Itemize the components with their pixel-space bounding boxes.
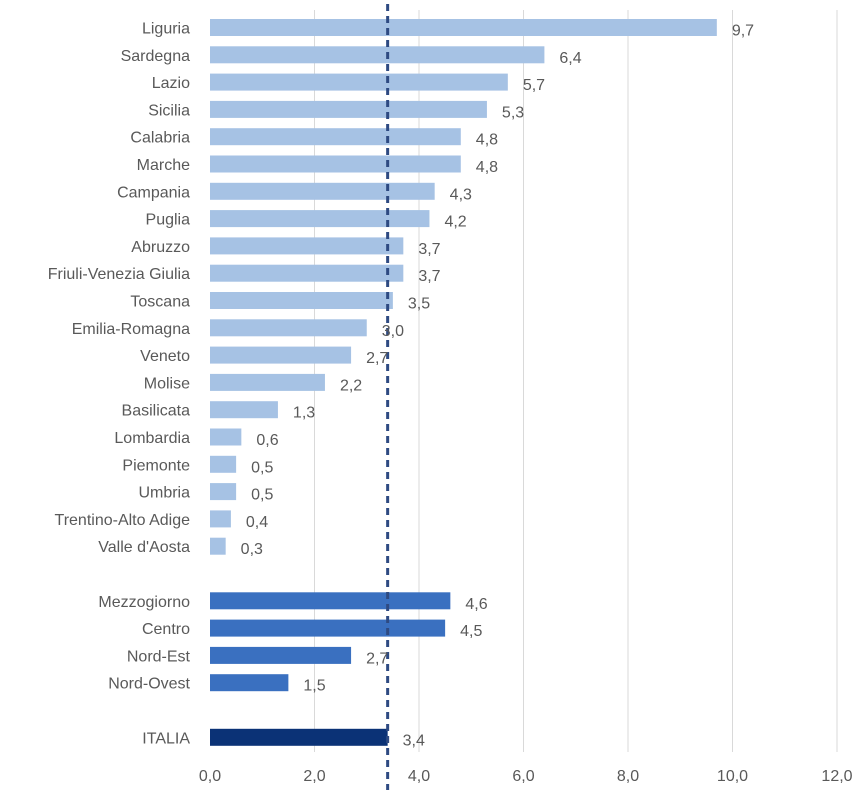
category-label: Calabria — [130, 130, 190, 147]
value-label: 4,3 — [450, 186, 472, 203]
value-label: 2,7 — [366, 650, 388, 667]
bar — [210, 646, 352, 664]
category-label: Centro — [142, 621, 190, 638]
category-label: Sicilia — [148, 102, 190, 119]
category-label: Lazio — [152, 75, 190, 92]
category-label: Sardegna — [121, 48, 190, 65]
value-label: 0,3 — [241, 541, 263, 558]
value-label: 6,4 — [559, 50, 581, 67]
bar — [210, 537, 226, 555]
bar — [210, 100, 487, 118]
value-label: 5,7 — [523, 77, 545, 94]
category-label: Valle d'Aosta — [98, 539, 190, 556]
category-label: Marche — [137, 157, 190, 174]
bar — [210, 319, 367, 337]
bar — [210, 73, 508, 91]
category-label: Piemonte — [122, 457, 190, 474]
category-label: Emilia-Romagna — [72, 321, 190, 338]
bar — [210, 401, 278, 419]
category-label: Lombardia — [114, 430, 190, 447]
category-label: Nord-Ovest — [108, 676, 190, 693]
bar — [210, 455, 237, 473]
value-label: 0,5 — [251, 459, 273, 476]
value-label: 2,2 — [340, 377, 362, 394]
category-label: Nord-Est — [127, 648, 191, 665]
value-label: 1,5 — [303, 678, 325, 695]
gridlines — [314, 10, 838, 752]
value-label: 3,0 — [382, 323, 404, 340]
value-label: 3,7 — [418, 241, 440, 258]
bar — [210, 292, 393, 309]
x-tick-label: 8,0 — [617, 768, 639, 785]
value-label: 4,2 — [444, 214, 466, 231]
x-tick-label: 0,0 — [199, 768, 221, 785]
category-label: Friuli-Venezia Giulia — [48, 266, 190, 283]
value-label: 3,7 — [418, 268, 440, 285]
category-label: Mezzogiorno — [98, 594, 190, 611]
value-label: 0,6 — [256, 432, 278, 449]
bar — [210, 619, 446, 637]
category-label: ITALIA — [142, 730, 190, 747]
value-label: 3,4 — [403, 732, 425, 749]
value-label: 4,6 — [465, 596, 487, 613]
bar — [210, 428, 242, 446]
labels: 0,0 2,0 4,0 6,0 8,0 10,0 12,0 Liguria 9,7 Sardegn… — [48, 21, 853, 786]
value-label: 9,7 — [732, 23, 754, 40]
bar — [210, 46, 545, 64]
value-label: 2,7 — [366, 350, 388, 367]
value-label: 4,5 — [460, 623, 482, 640]
value-label: 0,5 — [251, 487, 273, 504]
value-label: 3,5 — [408, 296, 430, 313]
bar — [210, 483, 237, 501]
category-label: Veneto — [140, 348, 190, 365]
category-label: Trentino-Alto Adige — [55, 512, 191, 529]
bar — [210, 128, 461, 146]
bar — [210, 728, 388, 746]
value-label: 0,4 — [246, 514, 268, 531]
bar — [210, 237, 404, 255]
category-label: Umbria — [138, 485, 190, 502]
bar — [210, 510, 231, 528]
bar — [210, 182, 435, 200]
value-label: 1,3 — [293, 405, 315, 422]
category-label: Liguria — [142, 21, 190, 38]
category-label: Puglia — [146, 212, 191, 229]
category-label: Toscana — [130, 294, 190, 311]
category-label: Campania — [117, 184, 190, 201]
value-label: 4,8 — [476, 132, 498, 149]
value-label: 4,8 — [476, 159, 498, 176]
x-tick-label: 2,0 — [303, 768, 325, 785]
bar — [210, 346, 352, 364]
bar — [210, 155, 461, 173]
bar — [210, 210, 430, 228]
bar — [210, 592, 451, 610]
x-tick-label: 4,0 — [408, 768, 430, 785]
x-tick-label: 6,0 — [512, 768, 534, 785]
bar — [210, 674, 289, 692]
category-label: Molise — [144, 375, 190, 392]
bars — [210, 19, 717, 746]
x-tick-label: 12,0 — [821, 768, 852, 785]
category-label: Abruzzo — [131, 239, 190, 256]
x-tick-label: 10,0 — [717, 768, 748, 785]
bar — [210, 19, 717, 36]
bar — [210, 373, 325, 391]
category-label: Basilicata — [122, 403, 191, 420]
bar — [210, 264, 404, 282]
value-label: 5,3 — [502, 104, 524, 121]
